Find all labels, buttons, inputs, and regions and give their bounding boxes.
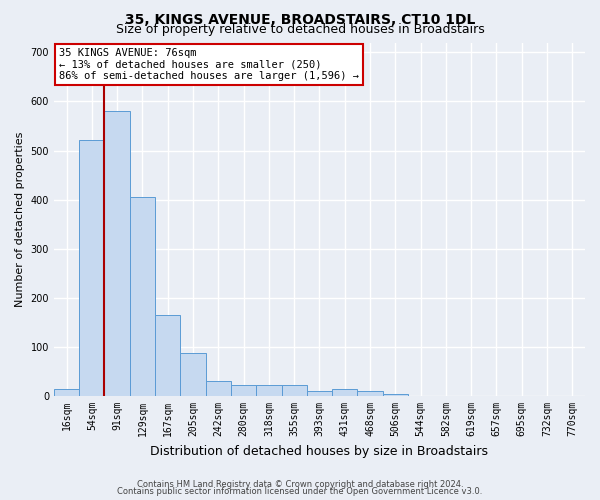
Text: Size of property relative to detached houses in Broadstairs: Size of property relative to detached ho… xyxy=(116,24,484,36)
Bar xyxy=(281,386,307,396)
Bar xyxy=(206,382,231,396)
Bar xyxy=(383,394,408,396)
X-axis label: Distribution of detached houses by size in Broadstairs: Distribution of detached houses by size … xyxy=(151,444,488,458)
Bar xyxy=(358,391,383,396)
Bar xyxy=(307,391,332,396)
Bar xyxy=(332,389,358,396)
Text: Contains public sector information licensed under the Open Government Licence v3: Contains public sector information licen… xyxy=(118,487,482,496)
Bar xyxy=(155,315,181,396)
Text: Contains HM Land Registry data © Crown copyright and database right 2024.: Contains HM Land Registry data © Crown c… xyxy=(137,480,463,489)
Y-axis label: Number of detached properties: Number of detached properties xyxy=(15,132,25,307)
Bar xyxy=(231,386,256,396)
Bar xyxy=(54,388,79,396)
Bar xyxy=(104,111,130,396)
Bar xyxy=(256,386,281,396)
Bar xyxy=(181,353,206,396)
Text: 35 KINGS AVENUE: 76sqm
← 13% of detached houses are smaller (250)
86% of semi-de: 35 KINGS AVENUE: 76sqm ← 13% of detached… xyxy=(59,48,359,81)
Bar xyxy=(79,140,104,396)
Bar xyxy=(130,197,155,396)
Text: 35, KINGS AVENUE, BROADSTAIRS, CT10 1DL: 35, KINGS AVENUE, BROADSTAIRS, CT10 1DL xyxy=(125,12,475,26)
